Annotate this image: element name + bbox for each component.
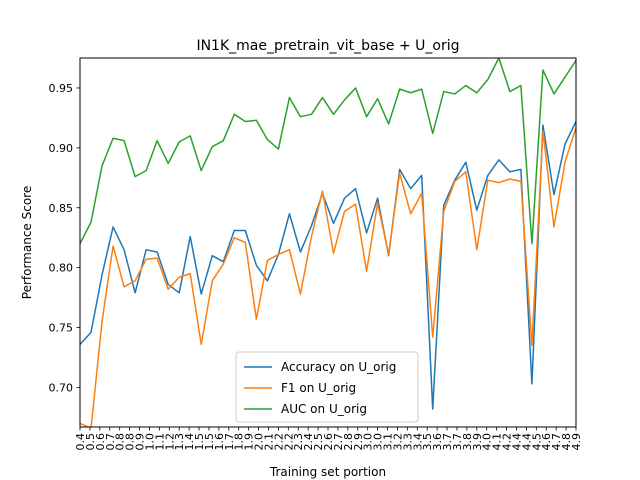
x-tick-label: 1.5: [193, 433, 206, 451]
x-tick-label: 0.4: [74, 433, 87, 451]
x-tick-label: 1.0: [143, 433, 156, 451]
legend: Accuracy on U_orig F1 on U_orig AUC on U_o…: [235, 351, 419, 423]
x-tick-label: 2.2: [282, 433, 295, 451]
x-tick-label: 2.5: [312, 433, 325, 451]
x-tick-label: 2.8: [342, 433, 355, 451]
x-tick-label: 3.6: [431, 433, 444, 451]
x-tick-label: 0.8: [124, 433, 137, 451]
x-tick-label: 4.6: [540, 433, 553, 451]
x-axis-label: Training set portion: [269, 465, 386, 479]
x-tick-label: 4.5: [530, 433, 543, 451]
x-tick-label: 0.9: [134, 433, 147, 451]
x-tick-label: 4.4: [510, 433, 523, 451]
x-tick-label: 2.7: [332, 433, 345, 451]
x-tick-label: 3.3: [401, 433, 414, 451]
series-line-3: [80, 58, 576, 245]
x-tick-label: 0.7: [104, 433, 117, 451]
x-tick-label: 4.0: [481, 433, 494, 451]
x-tick-label: 0.5: [84, 433, 97, 451]
y-tick-label: 0.95: [49, 82, 74, 95]
legend-label: F1 on U_orig: [281, 381, 356, 395]
legend-box: [235, 351, 419, 423]
legend-label: AUC on U_orig: [281, 402, 367, 416]
x-tick-label: 0.6: [94, 433, 107, 451]
x-tick-label: 1.9: [243, 433, 256, 451]
x-tick-label: 3.7: [441, 433, 454, 451]
x-axis: 0.40.50.60.70.80.80.91.01.11.21.31.41.51…: [74, 427, 583, 451]
x-tick-label: 4.7: [550, 433, 563, 451]
x-tick-label: 2.0: [253, 433, 266, 451]
x-tick-label: 4.9: [570, 433, 583, 451]
x-tick-label: 4.1: [491, 433, 504, 451]
x-tick-label: 3.1: [382, 433, 395, 451]
x-tick-label: 2.1: [262, 433, 275, 451]
chart-title: IN1K_mae_pretrain_vit_base + U_orig: [196, 38, 459, 54]
y-tick-label: 0.75: [49, 322, 74, 335]
x-tick-label: 3.4: [411, 433, 424, 451]
x-tick-label: 3.7: [451, 433, 464, 451]
x-tick-label: 1.6: [213, 433, 226, 451]
legend-label: Accuracy on U_orig: [281, 360, 396, 374]
x-tick-label: 4.2: [501, 433, 514, 451]
x-tick-label: 4.8: [560, 433, 573, 451]
y-tick-label: 0.80: [49, 262, 74, 275]
plot-lines: [80, 58, 576, 427]
x-tick-label: 1.4: [183, 433, 196, 451]
series-line-2: [80, 127, 576, 427]
x-tick-label: 1.2: [163, 433, 176, 451]
y-tick-label: 0.70: [49, 381, 74, 394]
x-tick-label: 2.2: [272, 433, 285, 451]
x-tick-label: 3.2: [391, 433, 404, 451]
x-tick-label: 3.9: [471, 433, 484, 451]
x-tick-label: 3.8: [461, 433, 474, 451]
y-tick-label: 0.90: [49, 142, 74, 155]
x-tick-label: 1.7: [223, 433, 236, 451]
series-line-1: [80, 121, 576, 410]
x-tick-label: 3.5: [421, 433, 434, 451]
x-tick-label: 3.0: [372, 433, 385, 451]
y-axis-label: Performance Score: [20, 186, 34, 299]
x-tick-label: 1.3: [173, 433, 186, 451]
y-axis: 0.70 0.75 0.80 0.85 0.90 0.95: [49, 82, 80, 394]
x-tick-label: 4.4: [520, 433, 533, 451]
x-tick-label: 2.4: [302, 433, 315, 451]
x-tick-label: 1.8: [233, 433, 246, 451]
x-tick-label: 3.0: [362, 433, 375, 451]
x-tick-label: 1.1: [153, 433, 166, 451]
x-tick-label: 0.8: [114, 433, 127, 451]
y-tick-label: 0.85: [49, 202, 74, 215]
x-tick-label: 1.5: [203, 433, 216, 451]
x-tick-label: 2.6: [322, 433, 335, 451]
x-tick-label: 2.3: [292, 433, 305, 451]
x-tick-label: 2.9: [352, 433, 365, 451]
